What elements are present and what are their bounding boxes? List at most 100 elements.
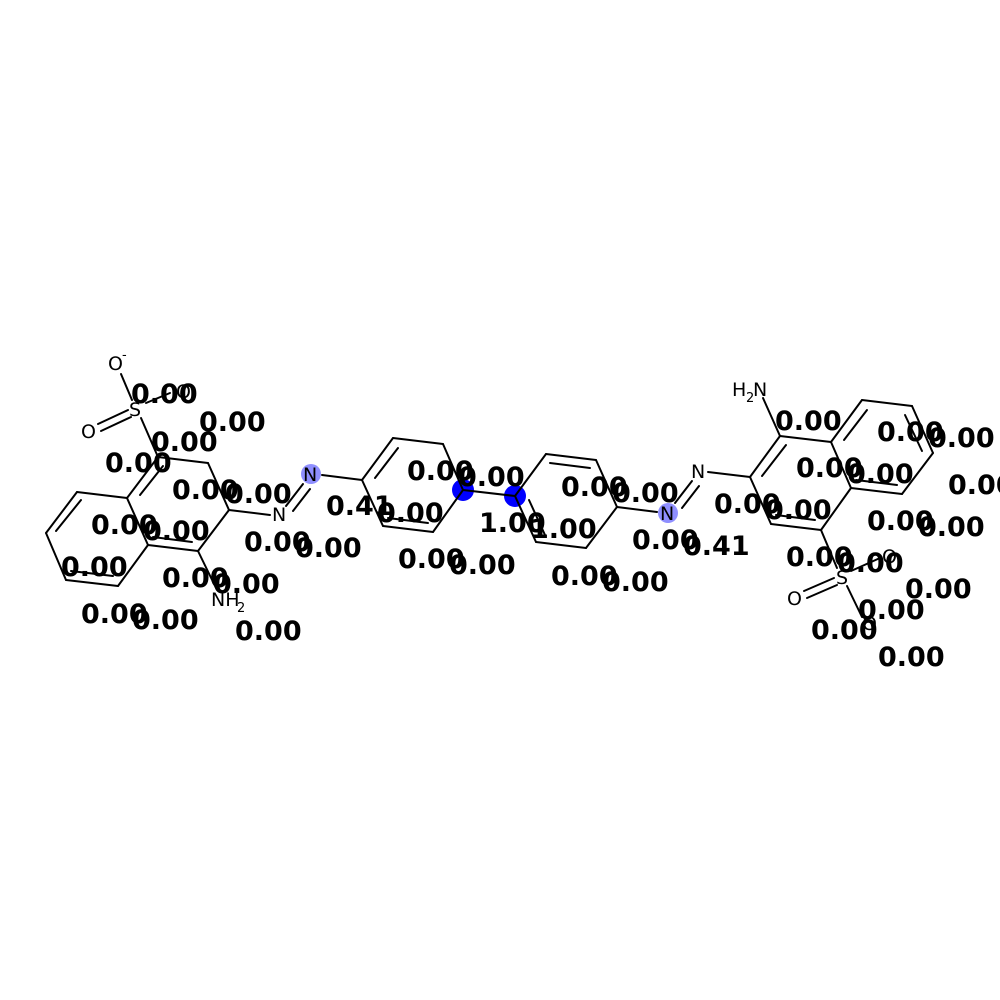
score-label: 0.00 [796,453,863,484]
score-label: 0.00 [948,470,1000,501]
score-label: 0.00 [377,498,444,529]
bond [861,399,913,407]
bond [846,585,863,618]
bond [770,523,822,531]
bond [545,453,597,461]
bond [585,506,618,549]
bond [387,517,429,524]
bond [761,444,787,477]
bonds [45,373,934,618]
bond [843,409,868,441]
bond [374,447,399,479]
atom-n-left-bottom: N [272,504,286,526]
score-label: 0.00 [775,406,842,437]
subscript-label: 2 [746,391,754,406]
bond [292,488,311,512]
atom-label: H [732,379,746,401]
score-label: 0.00 [81,599,148,630]
score-label: 0.00 [105,448,172,479]
bond [157,456,209,464]
score-labels: 0.00 0.00 0.00 0.00 0.00 0.00 0.00 0.00 … [61,379,1000,673]
score-label: 0.00 [551,561,618,592]
bond [97,409,129,425]
charge-label: - [122,348,127,363]
score-label: 0.00 [398,544,465,575]
bond [674,480,693,504]
bond [775,514,816,521]
score-label: 0.00 [847,459,914,490]
bond [45,532,67,581]
bond [120,373,133,401]
bond [830,399,863,443]
score-label: 0.00 [61,552,128,583]
atom-s-left: S [129,399,141,421]
score-label: 0.00 [786,542,853,573]
score-label: 0.00 [244,527,311,558]
bond [528,499,546,536]
bond [321,474,363,481]
score-label: 0.00 [295,533,362,564]
bond [442,443,464,491]
bond [126,456,159,499]
bond [616,506,658,513]
bond [850,487,903,495]
atom-o-right-b: O [882,546,897,568]
score-label: 0.00 [143,516,210,547]
score-label: 0.00 [449,550,516,581]
score-label: 0.00 [561,472,628,503]
score-label: 0.00 [765,495,832,526]
bond [850,557,881,572]
score-label: 0.41 [683,531,750,562]
score-label: 0.00 [867,506,934,537]
bond [681,485,700,509]
bond [361,437,394,481]
bond [285,483,304,507]
atom-n-right-top: N [691,461,705,483]
atom-o-right-a: O [787,588,802,610]
score-label: 0.00 [131,379,198,410]
score-label: 0.00 [878,642,945,673]
score-label: 0.00 [235,616,302,647]
bond [462,489,516,497]
score-label: 0.00 [928,423,995,454]
bond [145,392,171,404]
bond [140,417,159,458]
bond [361,479,384,527]
atom-label: O [108,353,123,375]
bond [749,435,781,478]
score-label: 0.00 [714,489,781,520]
highlight-n-left-top [301,464,321,484]
atom-o-left-a: O [81,421,96,443]
bond [707,471,751,478]
bond [901,452,934,495]
highlight-n-right-bottom [658,503,678,523]
bond [139,465,164,496]
bond [147,544,199,552]
subscript-label: 2 [237,601,245,616]
bond [514,453,547,497]
bond [749,476,772,525]
score-label: 0.00 [213,569,280,600]
bond [904,414,923,452]
bond [45,491,78,534]
atom-s-right: S [836,567,848,589]
atom-label: NH [211,589,240,611]
atom-nh2-left: NH 2 [211,589,245,616]
bond [820,487,852,531]
score-label: 0.00 [199,407,266,438]
score-label: 0.00 [632,525,699,556]
bond [207,462,230,511]
score-label: 0.00 [91,510,158,541]
score-label: 0.00 [225,479,292,510]
atom-o-left-b: O [176,381,191,403]
atom-label: N [753,379,767,401]
atom-o-minus-left: O - [108,348,127,375]
bond [76,491,128,499]
atom-o-right-c: O [862,613,877,635]
score-label: 0.00 [162,563,229,594]
atom-labels: O - S O O N N NH 2 N N H 2 N S O O O [81,348,897,635]
atom-n-right-bottom: N [660,503,674,525]
bond [432,489,464,533]
atom-h2n-right: H 2 N [732,379,767,406]
